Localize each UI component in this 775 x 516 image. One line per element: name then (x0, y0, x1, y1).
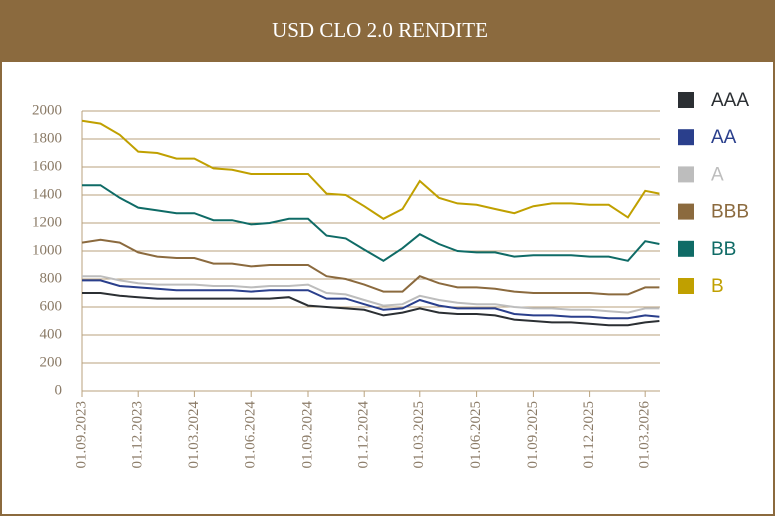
legend-label: BB (711, 239, 736, 260)
legend-label: AAA (711, 90, 749, 111)
y-tick-label: 200 (40, 354, 63, 370)
y-tick-label: 800 (40, 270, 63, 286)
y-tick-label: 2000 (32, 102, 62, 118)
legend-swatch (678, 92, 694, 108)
chart-title: USD CLO 2.0 RENDITE (272, 18, 488, 42)
series-line (81, 238, 660, 296)
x-tick-label: 01.03.2024 (186, 401, 202, 469)
legend-swatch (678, 240, 694, 257)
legend-label: AA (711, 127, 737, 148)
y-tick-label: 0 (55, 382, 63, 398)
y-tick-label: 1200 (32, 214, 62, 230)
x-tick-label: 01.03.2026 (637, 401, 653, 469)
legend-swatch (678, 203, 694, 220)
y-tick-label: 1600 (32, 158, 62, 174)
series-line (81, 119, 660, 220)
y-tick-label: 1000 (32, 242, 62, 258)
y-tick-label: 1800 (32, 130, 62, 146)
series-line (82, 275, 660, 314)
x-tick-label: 01.12.2023 (130, 401, 146, 469)
series-line (82, 279, 660, 320)
header-band (0, 0, 775, 62)
x-tick-label: 01.09.2024 (299, 401, 315, 469)
x-tick-label: 01.06.2024 (243, 401, 259, 469)
legend-swatch (678, 166, 694, 183)
x-tick-label: 01.03.2025 (411, 401, 427, 469)
y-tick-label: 600 (40, 298, 63, 314)
legend-label: B (711, 276, 724, 297)
legend-swatch (678, 278, 694, 294)
x-tick-label: 01.12.2024 (356, 401, 372, 469)
x-tick-label: 01.09.2025 (525, 401, 541, 469)
series-line (82, 292, 660, 327)
legend-swatch (678, 129, 694, 146)
x-tick-label: 01.06.2025 (468, 401, 484, 469)
legend-label: A (711, 164, 724, 185)
x-tick-label: 01.12.2025 (581, 401, 597, 469)
y-tick-label: 1400 (32, 186, 62, 202)
legend-label: BBB (711, 202, 749, 223)
series-line (82, 184, 660, 262)
x-tick-label: 01.09.2023 (73, 401, 89, 469)
y-tick-label: 400 (40, 326, 63, 342)
